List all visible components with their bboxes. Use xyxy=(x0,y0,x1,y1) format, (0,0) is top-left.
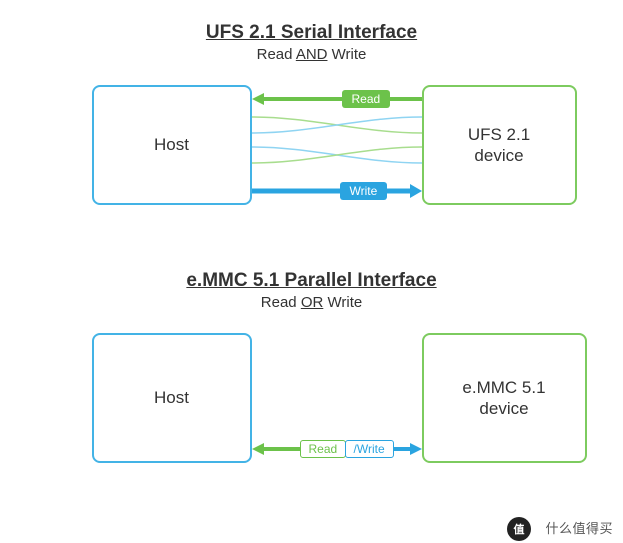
ufs-device-label: UFS 2.1 device xyxy=(468,124,530,167)
watermark-logo: 值 xyxy=(507,517,531,541)
ufs-device-box: UFS 2.1 device xyxy=(422,85,577,205)
ufs-host-box: Host xyxy=(92,85,252,205)
ufs-section: UFS 2.1 Serial Interface Read AND Write … xyxy=(0,22,623,215)
ufs-write-arrow xyxy=(252,75,422,215)
ufs-host-label: Host xyxy=(154,134,189,155)
ufs-write-label: Write xyxy=(340,182,388,200)
watermark-text: 什么值得买 xyxy=(545,518,613,537)
ufs-subtitle: Read AND Write xyxy=(0,46,623,63)
emmc-host-label: Host xyxy=(154,387,189,408)
emmc-device-box: e.MMC 5.1 device xyxy=(422,333,587,463)
ufs-diagram: Read Write Host UFS 2.1 device xyxy=(62,75,562,215)
emmc-host-box: Host xyxy=(92,333,252,463)
emmc-section: e.MMC 5.1 Parallel Interface Read OR Wri… xyxy=(0,270,623,473)
emmc-subtitle: Read OR Write xyxy=(0,294,623,311)
ufs-title: UFS 2.1 Serial Interface xyxy=(0,22,623,44)
emmc-write-label: /Write xyxy=(345,440,394,458)
emmc-title: e.MMC 5.1 Parallel Interface xyxy=(0,270,623,292)
emmc-diagram: Read /Write Host e.MMC 5.1 device xyxy=(62,323,562,473)
emmc-device-label: e.MMC 5.1 device xyxy=(462,377,545,420)
emmc-read-label: Read xyxy=(300,440,347,458)
